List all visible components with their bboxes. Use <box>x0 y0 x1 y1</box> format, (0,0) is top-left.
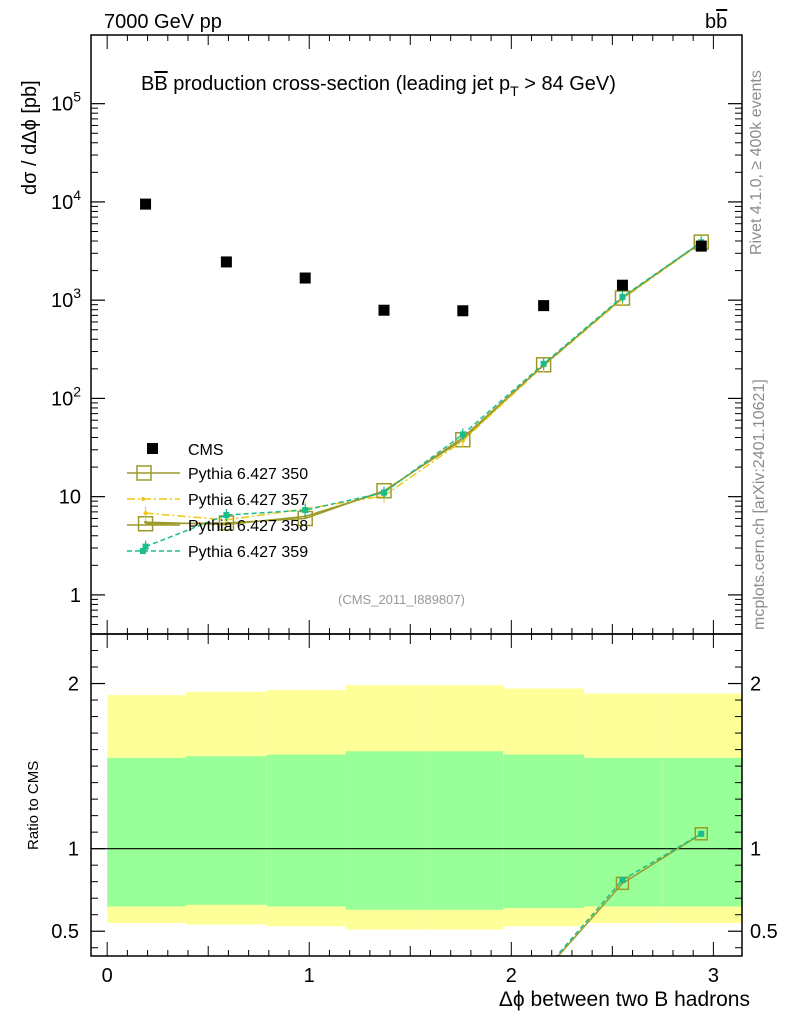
series-line-359 <box>145 241 702 548</box>
main-title: BB production cross-section (leading jet… <box>141 73 616 99</box>
ratio-band-inner <box>584 757 663 907</box>
y-tick-label-base: 10 <box>51 290 73 312</box>
ratio-xlabel: Δϕ between two B hadrons <box>499 988 750 1011</box>
mcplots-label: mcplots.cern.ch [arXiv:2401.10621] <box>751 379 768 630</box>
cms-point <box>378 304 390 316</box>
legend-marker-359 <box>140 548 146 554</box>
cms-point <box>616 279 628 291</box>
legend-label-cms: CMS <box>188 442 224 459</box>
point-358 <box>224 523 228 527</box>
ratio-clipped-group <box>555 827 709 956</box>
ratio-x-tick-label: 1 <box>304 965 315 987</box>
cms-point <box>140 198 152 210</box>
y-tick-label: 102 <box>51 383 81 410</box>
title-bar: B <box>154 73 167 95</box>
y-tick-label: 103 <box>51 285 81 312</box>
point-358 <box>303 514 307 518</box>
ratio-band-inner <box>266 754 346 907</box>
ratio-band-inner <box>107 757 186 907</box>
point-359 <box>540 360 547 367</box>
ratio-y-tick-label-right: 0.5 <box>750 921 778 943</box>
main-series-layer <box>137 198 710 553</box>
ratio-line-350 <box>557 833 702 956</box>
ratio-y-tick-label-right: 2 <box>750 674 761 696</box>
y-tick-label-exp: 4 <box>73 187 81 203</box>
cms-point <box>220 256 232 268</box>
ratio-point-359 <box>619 877 626 884</box>
legend-marker-cms <box>147 443 158 454</box>
cms-point <box>538 300 550 312</box>
rivet-label: Rivet 4.1.0, ≥ 400k events <box>748 70 765 255</box>
ratio-point-350 <box>694 827 709 841</box>
point-358 <box>144 520 148 524</box>
point-357 <box>143 511 148 516</box>
header-right-bbar: b <box>716 11 727 33</box>
legend-label-350: Pythia 6.427 350 <box>188 466 308 483</box>
point-357 <box>460 438 465 443</box>
y-tick-label-base: 1 <box>70 585 81 607</box>
ratio-y-tick-label: 1 <box>68 839 79 861</box>
legend-label-357: Pythia 6.427 357 <box>188 492 308 509</box>
y-tick-label: 10 <box>59 487 81 509</box>
ratio-x-tick-label: 2 <box>506 965 517 987</box>
header-right-b: b <box>705 11 716 33</box>
y-tick-label-base: 10 <box>59 487 81 509</box>
legend-label-358: Pythia 6.427 358 <box>188 518 308 535</box>
series-line-357 <box>145 242 702 521</box>
ratio-band-inner <box>345 751 425 910</box>
ratio-band-inner <box>424 751 504 910</box>
ratio-x-tick-label: 0 <box>102 965 113 987</box>
cms-point <box>695 240 707 252</box>
point-359 <box>381 489 388 496</box>
ratio-y-tick-label: 0.5 <box>51 921 79 943</box>
cms-point <box>299 272 311 284</box>
y-tick-label-base: 10 <box>51 192 73 214</box>
cms-point <box>457 305 469 317</box>
legend-marker-357 <box>141 497 145 501</box>
ratio-band-inner <box>503 754 585 909</box>
ratio-point-359 <box>698 830 705 837</box>
title-end: > 84 GeV) <box>519 73 616 95</box>
y-tick-label-exp: 3 <box>73 285 81 301</box>
point-359 <box>459 431 466 438</box>
ratio-x-tick-label: 3 <box>708 965 719 987</box>
point-359 <box>223 512 230 519</box>
ratio-y-tick-label: 2 <box>68 674 79 696</box>
y-tick-label: 1 <box>70 585 81 607</box>
header-left: 7000 GeV pp <box>104 11 222 33</box>
y-tick-label: 105 <box>51 89 81 116</box>
y-tick-label-base: 10 <box>51 94 73 116</box>
y-tick-label-base: 10 <box>51 388 73 410</box>
ratio-axes-layer: 0.5 0.5 1 1 2 2 0 1 2 3 <box>51 634 778 987</box>
ratio-frame <box>90 633 743 957</box>
legend-marker-350 <box>136 465 152 481</box>
ratio-series-layer <box>555 827 709 956</box>
point-359 <box>302 507 309 514</box>
legend-label-359: Pythia 6.427 359 <box>188 544 308 561</box>
main-ylabel: dσ / dΔϕ [pb] <box>19 80 41 195</box>
y-tick-label: 104 <box>51 187 81 214</box>
title-main: production cross-section (leading jet p <box>168 73 510 95</box>
header-right: bb <box>705 11 727 33</box>
title-prefix: B <box>141 73 154 95</box>
legend: CMS Pythia 6.427 350 Pythia 6.427 357 Py… <box>127 442 308 561</box>
ratio-y-tick-label-right: 1 <box>750 839 761 861</box>
point-359 <box>619 293 626 300</box>
ratio-band-inner <box>185 756 267 905</box>
y-tick-label-exp: 2 <box>73 383 81 399</box>
analysis-annotation: (CMS_2011_I889807) <box>338 592 465 607</box>
ratio-bands-layer <box>91 685 742 930</box>
point-359 <box>142 543 149 550</box>
title-sub: T <box>510 83 519 99</box>
ratio-ylabel: Ratio to CMS <box>25 761 42 850</box>
y-tick-label-exp: 5 <box>73 89 81 105</box>
